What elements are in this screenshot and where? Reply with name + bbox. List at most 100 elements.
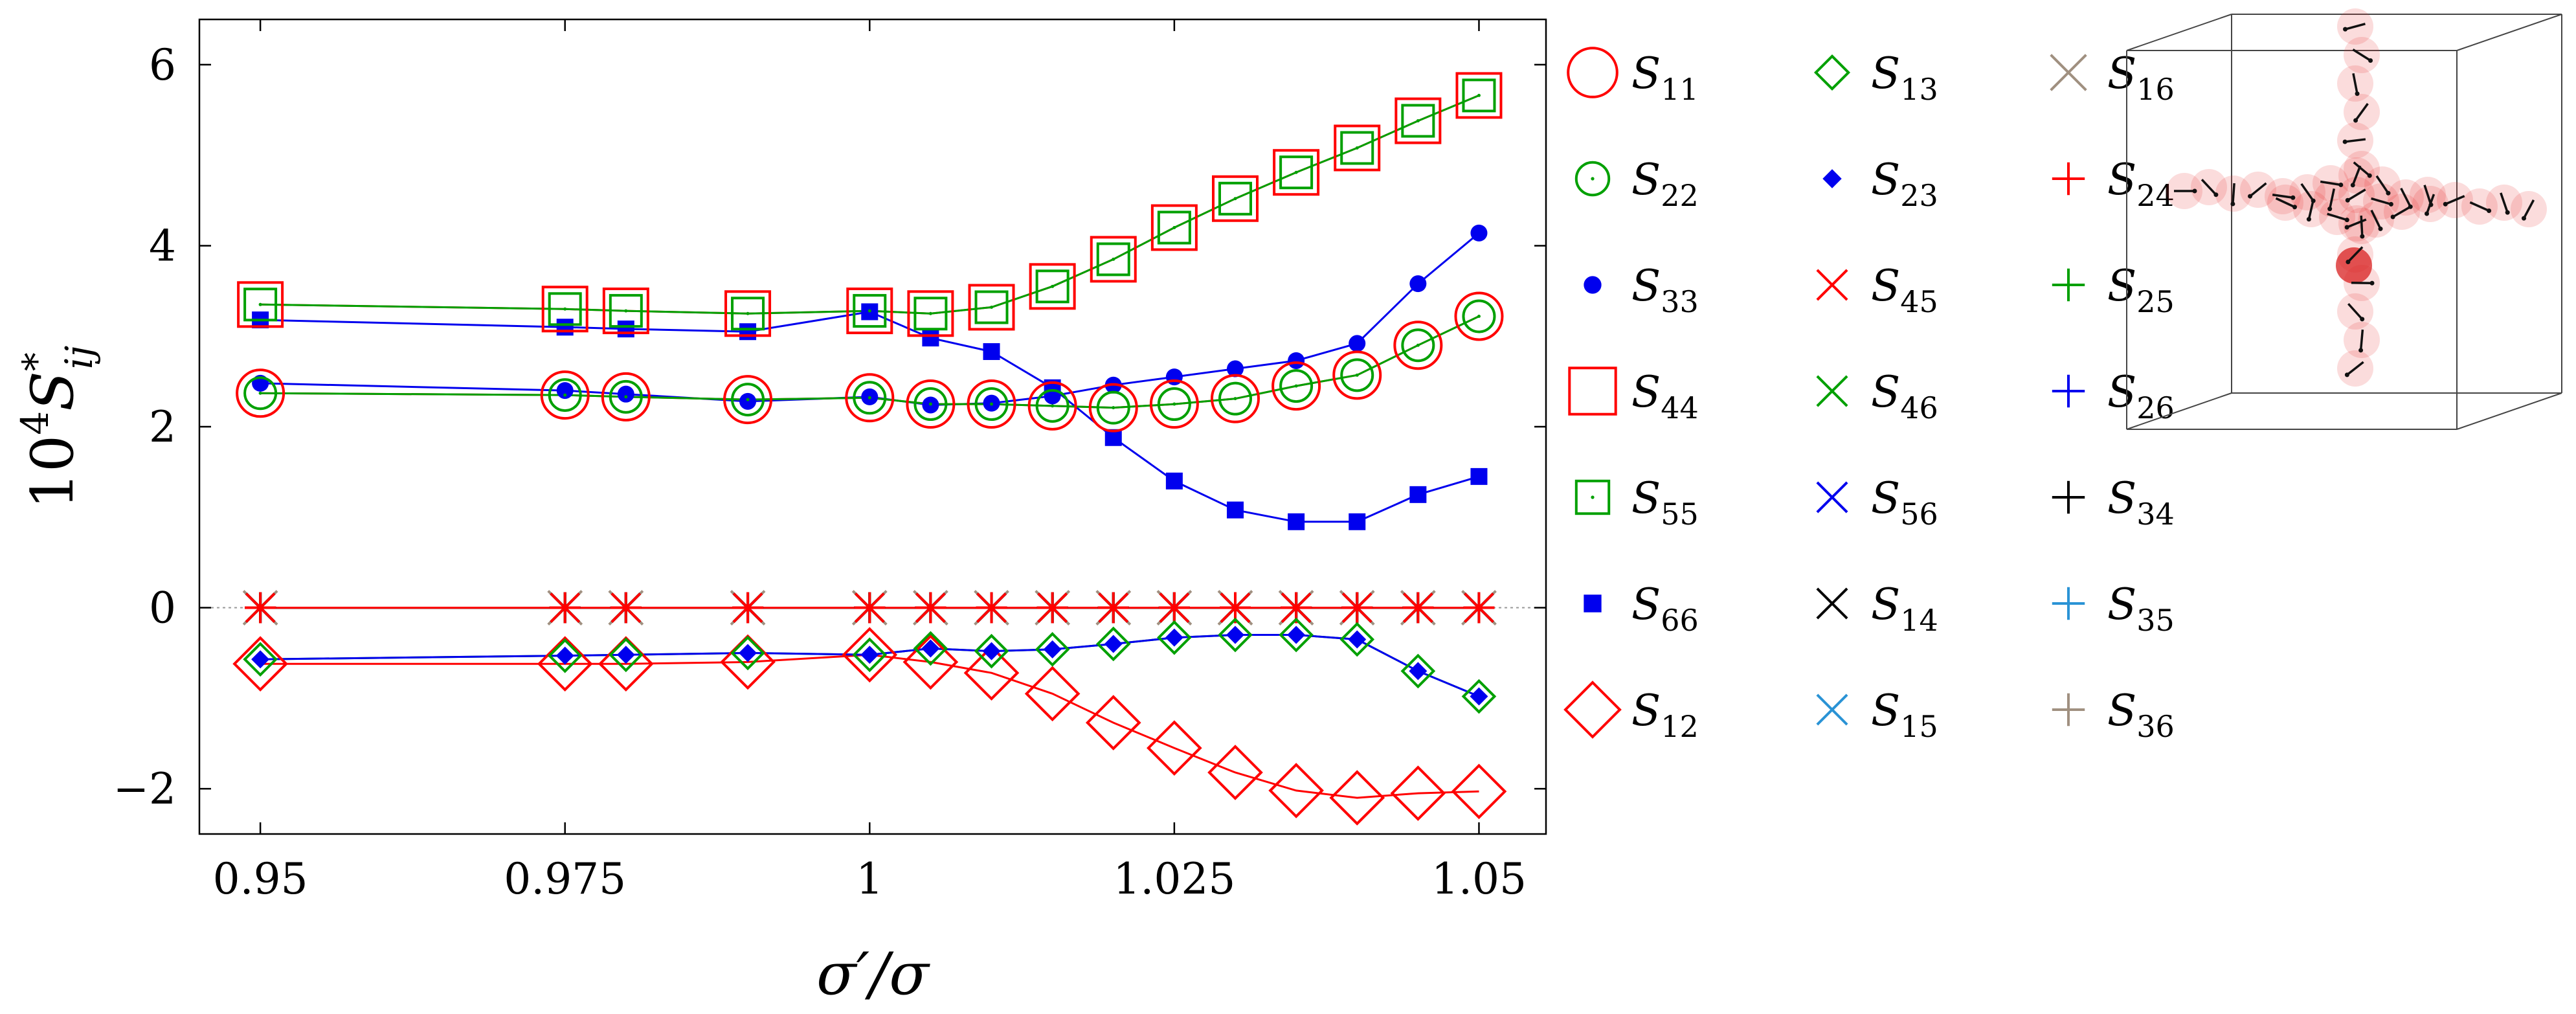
legend-label-sub: 22: [1661, 178, 1699, 213]
point-s55: [243, 287, 278, 322]
x-tick-label: 0.95: [213, 854, 308, 904]
legend-label-sub: 34: [2136, 497, 2175, 532]
legend: S11S22S33S44S55S66S12S13S23S45S46S56S14S…: [1563, 47, 2175, 744]
legend-label-symbol: S: [2107, 261, 2136, 311]
point-s66: [983, 343, 1000, 360]
legend-label-s55: S55: [1631, 473, 1699, 532]
legend-label-sub: 26: [2136, 390, 2175, 425]
point-s66: [1409, 486, 1427, 503]
legend-label-sub: 15: [1900, 709, 1938, 744]
point-s55-center: [1233, 197, 1237, 201]
point-s13: [1095, 626, 1131, 662]
point-s12: [1329, 770, 1385, 826]
x-axis-title: σ′/σ: [816, 940, 930, 1008]
legend-item-s13: S13: [1813, 49, 1938, 107]
point-s44: [1090, 236, 1137, 283]
spin-arrow-head: [2343, 27, 2348, 32]
series-markers-s11: [236, 291, 1504, 433]
spin-arrow: [2347, 302, 2364, 321]
point-s22: [548, 378, 582, 412]
legend-item-s66: S66: [1584, 580, 1699, 638]
spin-arrow-head: [2358, 348, 2364, 353]
point-s44: [1334, 124, 1381, 172]
spin-arrow: [2327, 212, 2347, 221]
cube-edge: [2126, 392, 2232, 430]
point-s11: [967, 379, 1016, 429]
legend-marker-s33: [1584, 276, 1602, 294]
point-s12: [1085, 695, 1141, 750]
point-s66: [922, 330, 939, 347]
legend-marker-s45: [1816, 269, 1848, 301]
spin-arrow: [2469, 201, 2490, 212]
series-markers-s45: [245, 592, 1494, 623]
point-s13: [243, 642, 278, 677]
legend-marker-s11: [1567, 47, 1618, 98]
point-s55: [853, 294, 887, 328]
point-s55: [731, 297, 765, 331]
legend-label-s14: S14: [1871, 580, 1938, 638]
point-s45: [1098, 592, 1129, 623]
point-s45: [732, 592, 763, 623]
spin-arrow: [2272, 194, 2294, 199]
point-s55-center: [746, 311, 750, 315]
point-s45: [1281, 592, 1312, 623]
x-tick-label: 0.975: [504, 854, 626, 904]
point-s22-center: [1355, 373, 1359, 377]
point-s22: [1462, 299, 1496, 333]
point-s55: [1096, 242, 1130, 276]
legend-item-s26: S26: [2052, 367, 2175, 425]
point-s45: [976, 592, 1007, 623]
legend-item-s35: S35: [2052, 580, 2175, 638]
legend-marker-s26: [2052, 374, 2085, 408]
point-s55: [1462, 78, 1496, 113]
point-s12: [842, 627, 898, 683]
inset-cluster: [2126, 8, 2562, 430]
legend-label-s36: S36: [2107, 686, 2175, 744]
spin-arrow-head: [2388, 201, 2393, 207]
point-s45: [1159, 592, 1190, 623]
point-s22-center: [1172, 402, 1176, 406]
point-s22-center: [624, 395, 628, 399]
point-s12: [902, 634, 959, 690]
spin-arrow: [2351, 165, 2362, 186]
point-s13: [1400, 653, 1436, 689]
point-s45: [1402, 592, 1433, 623]
plot-frame: [198, 18, 1547, 835]
point-s55-center: [868, 309, 871, 313]
point-s13: [1157, 620, 1192, 655]
legend-item-s46: S46: [1816, 367, 1938, 425]
spin-arrow-head: [2360, 317, 2365, 322]
point-s55: [548, 292, 582, 326]
spin-arrow-head: [2355, 91, 2360, 96]
y-axis-title: 104S*ij: [13, 346, 101, 510]
point-s55: [1401, 104, 1435, 138]
legend-label-s45: S45: [1871, 261, 1938, 319]
point-s23: [1409, 662, 1428, 681]
series-markers-s13: [243, 617, 1497, 714]
point-s44: [1212, 175, 1259, 222]
point-s44: [846, 287, 893, 335]
legend-label-sub: 16: [2136, 72, 2175, 107]
legend-marker-s12: [1563, 681, 1622, 739]
point-s23: [1287, 625, 1306, 644]
point-s12: [537, 636, 593, 692]
point-s13: [852, 637, 888, 673]
spin-arrow: [2328, 188, 2336, 210]
legend-label-s11: S11: [1631, 49, 1699, 107]
point-s55-center: [1112, 257, 1115, 261]
spin-arrow: [2307, 199, 2315, 220]
point-s55-center: [1172, 225, 1176, 229]
point-s13: [913, 631, 948, 666]
legend-label-sub: 13: [1900, 72, 1938, 107]
spin-arrow-head: [2369, 280, 2375, 286]
spin-arrow: [2346, 218, 2367, 229]
spin-arrow-head: [2327, 207, 2333, 212]
point-s11: [1454, 291, 1504, 341]
point-s55: [1218, 181, 1252, 216]
series-markers-s23: [251, 625, 1488, 706]
point-s55-center: [258, 302, 262, 306]
legend-item-s15: S15: [1816, 686, 1938, 744]
point-s11: [1332, 350, 1382, 400]
